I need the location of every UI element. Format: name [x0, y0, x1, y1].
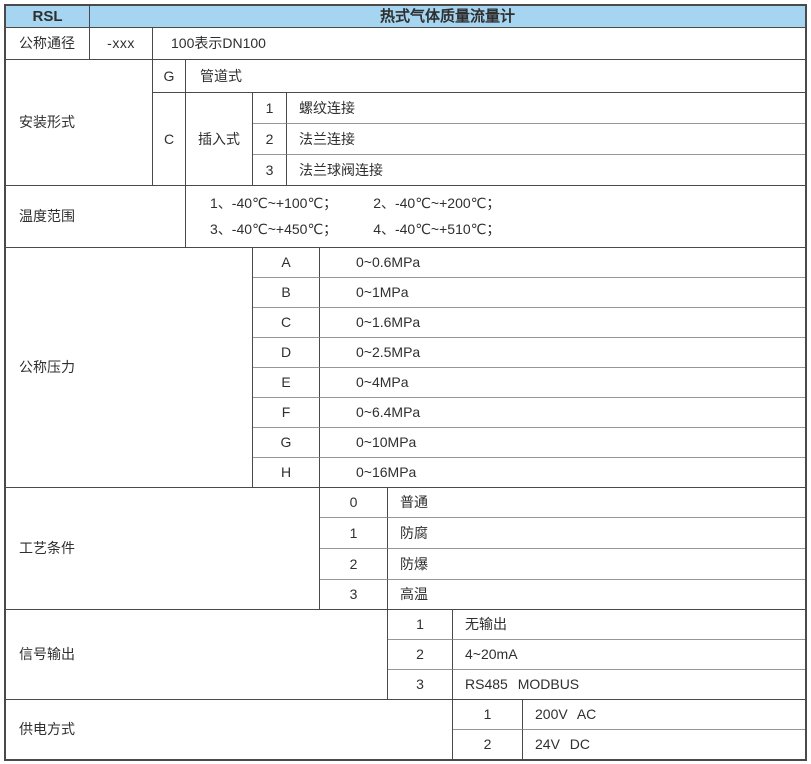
process-option-name: 防腐 [388, 518, 805, 549]
installation-insertion-name: 插入式 [186, 93, 253, 186]
model-selection-table: RSL 热式气体质量流量计 公称通径 -xxx 100表示DN100 安装形式 … [4, 4, 807, 761]
pressure-option-code: B [253, 278, 320, 308]
diameter-code: -xxx [90, 28, 153, 60]
temperature-option: 3、-40℃~+450℃； [210, 221, 338, 237]
temperature-option: 4、-40℃~+510℃； [373, 221, 501, 237]
power-label: 供电方式 [6, 700, 453, 759]
pressure-option-name: 0~1MPa [320, 278, 805, 308]
insertion-option-code: 1 [253, 93, 287, 124]
process-option-code: 1 [320, 518, 388, 549]
diameter-label: 公称通径 [6, 28, 90, 60]
installation-pipeline-name: 管道式 [186, 60, 805, 93]
insertion-option-name: 法兰连接 [287, 124, 805, 155]
process-option-code: 2 [320, 549, 388, 580]
pressure-option-code: C [253, 308, 320, 338]
process-option-name: 防爆 [388, 549, 805, 580]
pressure-option-code: G [253, 428, 320, 458]
pressure-option-name: 0~6.4MPa [320, 398, 805, 428]
process-option-code: 3 [320, 580, 388, 610]
pressure-option-code: D [253, 338, 320, 368]
process-option-name: 高温 [388, 580, 805, 610]
signal-option-name: 4~20mA [453, 640, 805, 670]
temperature-options-cell: 1、-40℃~+100℃； 2、-40℃~+200℃； 3、-40℃~+450℃… [186, 186, 805, 248]
model-code-cell: RSL [6, 6, 90, 28]
installation-insertion-code: C [153, 93, 186, 186]
pressure-option-name: 0~1.6MPa [320, 308, 805, 338]
signal-option-name: 无输出 [453, 610, 805, 640]
power-option-code: 1 [453, 700, 523, 730]
pressure-option-name: 0~0.6MPa [320, 248, 805, 278]
pressure-option-code: A [253, 248, 320, 278]
diameter-desc: 100表示DN100 [153, 28, 805, 60]
product-title-cell: 热式气体质量流量计 [90, 6, 805, 28]
pressure-label: 公称压力 [6, 248, 253, 488]
signal-option-code: 3 [388, 670, 453, 700]
installation-label: 安装形式 [6, 60, 153, 186]
pressure-option-code: F [253, 398, 320, 428]
pressure-option-name: 0~16MPa [320, 458, 805, 488]
installation-pipeline-code: G [153, 60, 186, 93]
process-label: 工艺条件 [6, 488, 320, 610]
temperature-option: 2、-40℃~+200℃； [373, 195, 501, 212]
process-option-code: 0 [320, 488, 388, 518]
pressure-option-name: 0~4MPa [320, 368, 805, 398]
power-option-code: 2 [453, 730, 523, 759]
insertion-option-code: 3 [253, 155, 287, 186]
temperature-line: 3、-40℃~+450℃； 4、-40℃~+510℃； [210, 221, 500, 238]
insertion-option-name: 螺纹连接 [287, 93, 805, 124]
pressure-option-code: E [253, 368, 320, 398]
power-option-name: 200V AC [523, 700, 805, 730]
signal-option-code: 2 [388, 640, 453, 670]
insertion-option-code: 2 [253, 124, 287, 155]
signal-label: 信号输出 [6, 610, 388, 700]
temperature-option: 1、-40℃~+100℃； [210, 195, 338, 212]
pressure-option-name: 0~10MPa [320, 428, 805, 458]
insertion-option-name: 法兰球阀连接 [287, 155, 805, 186]
pressure-option-code: H [253, 458, 320, 488]
temperature-label: 温度范围 [6, 186, 186, 248]
signal-option-name: RS485 MODBUS [453, 670, 805, 700]
process-option-name: 普通 [388, 488, 805, 518]
temperature-line: 1、-40℃~+100℃； 2、-40℃~+200℃； [210, 195, 500, 212]
pressure-option-name: 0~2.5MPa [320, 338, 805, 368]
signal-option-code: 1 [388, 610, 453, 640]
power-option-name: 24V DC [523, 730, 805, 759]
